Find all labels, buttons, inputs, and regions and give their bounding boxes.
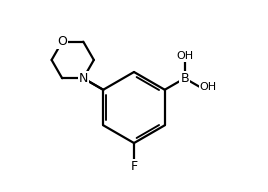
Text: OH: OH [176, 51, 193, 61]
Text: OH: OH [200, 82, 217, 92]
Text: B: B [180, 72, 189, 85]
Text: N: N [79, 72, 88, 85]
Text: F: F [131, 160, 137, 173]
Text: O: O [57, 35, 67, 48]
